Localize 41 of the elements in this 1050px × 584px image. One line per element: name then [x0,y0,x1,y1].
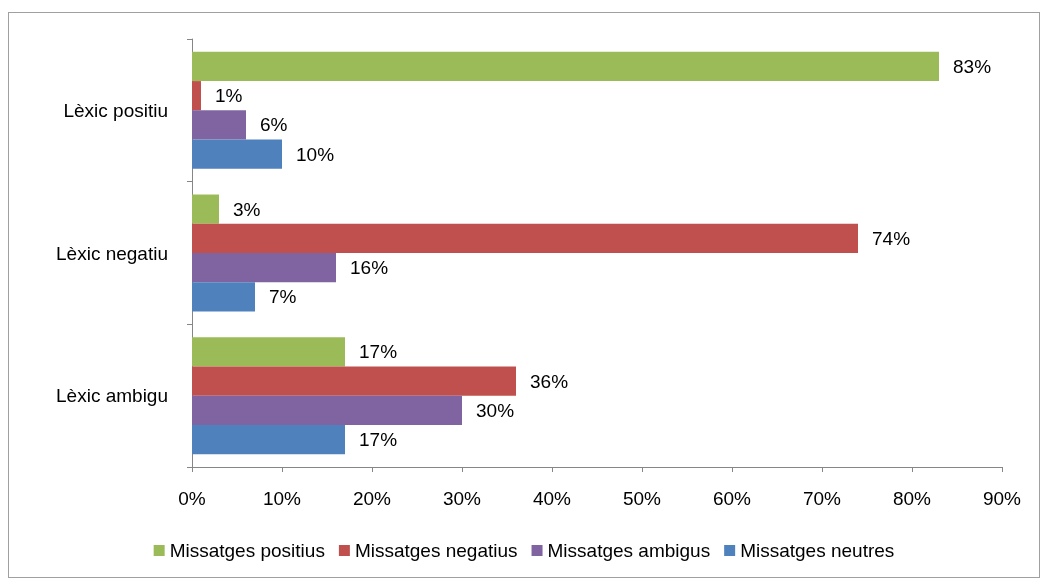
x-tick-label: 40% [532,488,572,509]
bar [192,139,282,169]
data-label: 17% [359,429,398,451]
bar [192,337,345,367]
bar [192,424,345,455]
bar [192,51,939,82]
data-label: 7% [269,286,297,308]
bar [192,366,516,396]
data-label: 16% [350,257,389,279]
legend-label: Missatges negatius [354,540,518,561]
bar [192,110,246,140]
data-label: 3% [233,198,261,220]
x-tick-label: 70% [802,488,842,509]
data-label: 36% [530,370,569,392]
data-label: 83% [953,55,992,77]
data-label: 74% [872,227,911,249]
data-label: 6% [260,114,288,136]
legend-label: Missatges neutres [740,540,895,561]
y-tick-label: Lèxic positiu [63,99,168,121]
data-label: 17% [359,341,398,363]
bar [192,253,336,283]
y-tick-label: Lèxic ambigu [56,385,168,407]
legend-label: Missatges ambigus [547,540,711,561]
data-label: 10% [296,143,335,165]
x-tick-label: 60% [712,488,752,509]
x-tick-label: 80% [892,488,932,509]
x-tick-label: 50% [622,488,662,509]
data-label: 1% [215,85,243,107]
bar [192,395,462,425]
data-label: 30% [476,399,515,421]
x-tick-label: 30% [442,488,482,509]
x-tick-label: 0% [178,488,206,509]
y-tick-label: Lèxic negatiu [56,242,168,264]
bar [192,223,858,253]
x-tick-label: 10% [262,488,302,509]
x-tick-label: 90% [982,488,1022,509]
x-tick-label: 20% [352,488,392,509]
bar [192,81,201,111]
bar [192,194,219,224]
bar [192,282,255,312]
legend-label: Missatges positius [169,540,325,561]
